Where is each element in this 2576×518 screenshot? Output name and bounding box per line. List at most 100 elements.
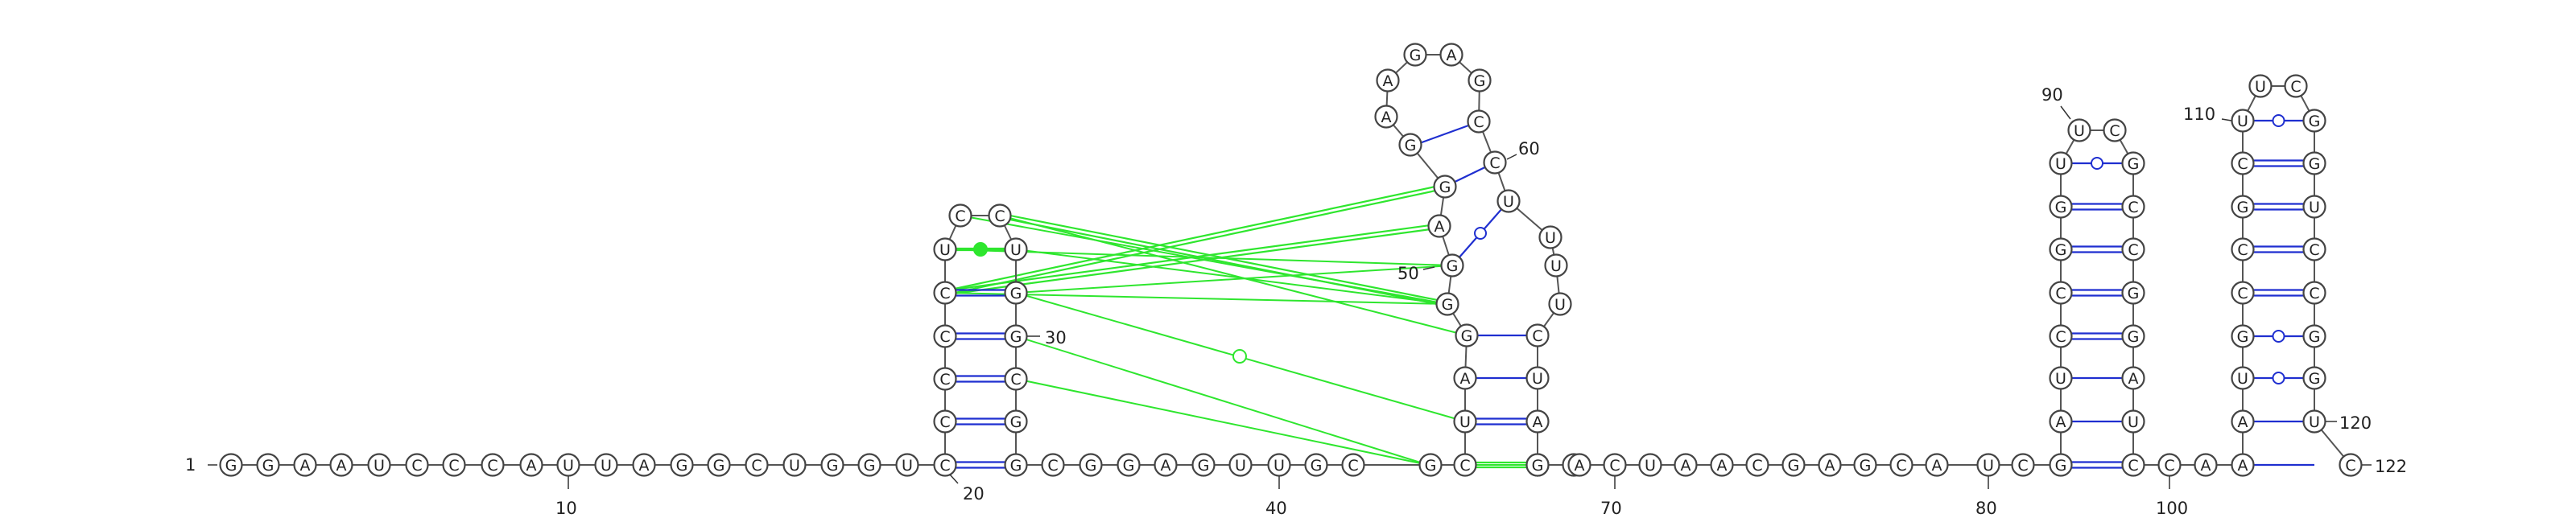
nucleotide: C xyxy=(2302,237,2326,261)
nucleotide: G xyxy=(1004,409,1028,434)
nucleotide-circle xyxy=(2121,409,2145,434)
nucleotide-circle xyxy=(2339,453,2363,477)
nucleotide: G xyxy=(1079,453,1103,477)
nucleotide-circle xyxy=(2231,109,2255,133)
nucleotide: G xyxy=(2049,195,2073,219)
nucleotide: G xyxy=(2121,324,2145,348)
nucleotide: U xyxy=(1453,409,1477,434)
nucleotide: A xyxy=(2231,409,2255,434)
nucleotide-letter: C xyxy=(994,208,1005,225)
nucleotide: U xyxy=(1228,453,1253,477)
nucleotide-letter: C xyxy=(448,457,459,475)
nucleotide: C xyxy=(988,204,1012,228)
index-label: 40 xyxy=(1265,499,1287,518)
nucleotide-letter: A xyxy=(1460,370,1471,388)
nucleotide: G xyxy=(1525,453,1550,477)
nucleotide: A xyxy=(1439,43,1463,67)
tertiary-pair xyxy=(999,215,1468,336)
nucleotide: G xyxy=(1004,281,1028,305)
nucleotide-letter: G xyxy=(1010,285,1022,302)
nucleotide: C xyxy=(481,453,505,477)
nucleotide: U xyxy=(1525,366,1550,390)
nucleotide: G xyxy=(1403,43,1427,67)
nucleotide: A xyxy=(1567,453,1591,477)
nucleotide-letter: G xyxy=(2309,370,2321,388)
nucleotide: U xyxy=(367,453,391,477)
nucleotide-letter: G xyxy=(2055,457,2067,475)
nucleotide-circle xyxy=(2049,453,2073,477)
tertiary-pair xyxy=(1015,265,1453,294)
nucleotide-letter: A xyxy=(526,457,537,475)
nucleotide: C xyxy=(2049,281,2073,305)
index-tick xyxy=(1422,266,1435,270)
nucleotide-circle xyxy=(2284,74,2308,98)
nucleotide-letter: U xyxy=(2128,413,2139,431)
nucleotide: U xyxy=(1267,453,1291,477)
nucleotide: U xyxy=(1004,237,1028,261)
nucleotide-letter: G xyxy=(2128,155,2140,173)
nucleotide-letter: A xyxy=(336,457,347,475)
nucleotide-letter: G xyxy=(1010,413,1022,431)
nucleotide: G xyxy=(1004,453,1028,477)
nucleotide-letter: G xyxy=(1410,47,1422,64)
nucleotide-letter: G xyxy=(1010,457,1022,475)
nucleotide: G xyxy=(707,453,731,477)
nucleotide: G xyxy=(2231,195,2255,219)
nucleotide-letter: C xyxy=(1896,457,1906,475)
nucleotide-circle xyxy=(782,453,807,477)
nucleotide-letter: C xyxy=(1047,457,1058,475)
nucleotide: A xyxy=(2231,453,2255,477)
nucleotide-circle xyxy=(2121,281,2145,305)
nucleotide: G xyxy=(219,453,243,477)
nucleotide-letter: C xyxy=(751,457,762,475)
tertiary-pair xyxy=(999,216,1447,307)
nucleotide-circle xyxy=(1745,453,1769,477)
tertiary-pair xyxy=(945,227,1440,296)
nucleotide-circle xyxy=(1976,453,2000,477)
nucleotide-letter: G xyxy=(2128,285,2140,302)
tertiary-marker-open xyxy=(1232,349,1247,364)
nucleotide-letter: C xyxy=(2237,241,2248,259)
nucleotide: U xyxy=(895,453,919,477)
nucleotide-circle xyxy=(1004,453,1028,477)
nucleotide-letter: A xyxy=(2201,457,2211,475)
nucleotide-letter: G xyxy=(1405,137,1417,154)
nucleotide: A xyxy=(1427,214,1451,238)
nucleotide-letter: A xyxy=(1161,457,1171,475)
nucleotide: A xyxy=(2194,453,2218,477)
nucleotide: G xyxy=(1418,453,1443,477)
tertiary-pair xyxy=(945,187,1446,296)
nucleotide-letter: U xyxy=(939,241,951,259)
nucleotide: U xyxy=(2067,118,2091,142)
nucleotide-letter: A xyxy=(1932,457,1942,475)
nucleotide-letter: G xyxy=(1447,257,1459,275)
nucleotide-circle xyxy=(1525,366,1550,390)
nucleotide: C xyxy=(2121,195,2145,219)
nucleotide-letter: U xyxy=(2055,155,2066,173)
nucleotide: C xyxy=(1745,453,1769,477)
nucleotide-circle xyxy=(1468,68,1492,92)
wobble-marker xyxy=(2272,372,2285,384)
nucleotide-letter: C xyxy=(2309,241,2319,259)
nucleotide-circle xyxy=(2231,453,2255,477)
nucleotide-circle xyxy=(2049,366,2073,390)
nucleotide-letter: U xyxy=(2074,122,2085,140)
index-label: 122 xyxy=(2375,457,2407,476)
nucleotide-letter: A xyxy=(1575,457,1585,475)
nucleotide: G xyxy=(2231,324,2255,348)
nucleotide-circle xyxy=(988,204,1012,228)
nucleotide-circle xyxy=(1433,175,1457,199)
nucleotide-letter: C xyxy=(2164,457,2174,475)
nucleotide-circle xyxy=(1525,409,1550,434)
nucleotide: A xyxy=(1376,68,1400,92)
nucleotide: U xyxy=(556,453,580,477)
nucleotide-letter: C xyxy=(2128,457,2138,475)
index-label: 120 xyxy=(2339,413,2372,433)
nucleotide: C xyxy=(933,367,957,391)
nucleotide: G xyxy=(256,453,280,477)
nucleotide-circle xyxy=(367,453,391,477)
nucleotide: C xyxy=(948,204,972,228)
nucleotide-circle xyxy=(1496,189,1521,213)
nucleotide-letter: G xyxy=(1788,457,1800,475)
nucleotide-letter: A xyxy=(1717,457,1728,475)
